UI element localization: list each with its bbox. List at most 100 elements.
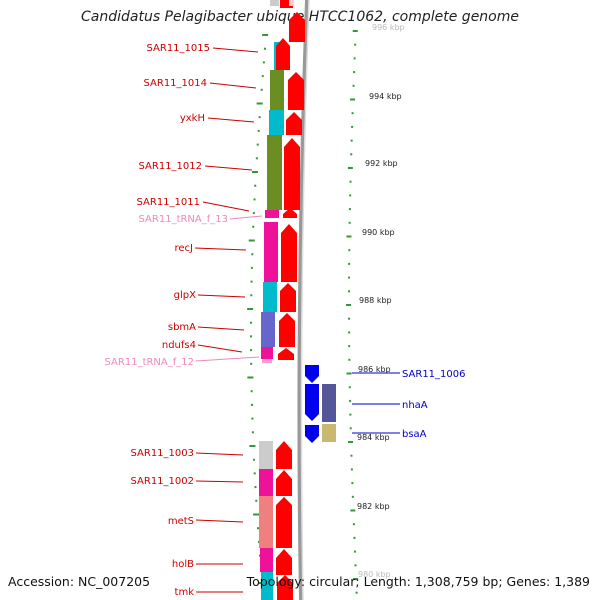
feature-block bbox=[259, 496, 273, 548]
forward-cds-track bbox=[276, 0, 305, 600]
cds-arrow bbox=[283, 208, 297, 218]
ruler-dot bbox=[353, 71, 356, 74]
ruler-dot bbox=[348, 208, 351, 211]
label-leaders-trna bbox=[195, 215, 263, 362]
ruler-dot bbox=[350, 98, 356, 101]
tick-label: 996 kbp bbox=[372, 23, 405, 32]
ruler-dot bbox=[253, 198, 256, 201]
ruler-dot bbox=[251, 417, 254, 420]
ruler-dot bbox=[348, 386, 351, 389]
ruler-dot bbox=[346, 304, 352, 306]
gene-label: yxkH bbox=[180, 113, 205, 124]
cds-arrow bbox=[305, 384, 319, 421]
ruler bbox=[247, 30, 359, 598]
ruler-dot bbox=[351, 112, 354, 115]
ruler-dot bbox=[350, 454, 353, 457]
ruler-dot bbox=[252, 171, 259, 173]
gene-label: SAR11_1014 bbox=[144, 78, 208, 89]
backbone-rail bbox=[297, 0, 309, 600]
ruler-dot bbox=[348, 441, 354, 443]
ruler-dot bbox=[349, 180, 352, 183]
ruler-dot bbox=[248, 239, 255, 242]
ruler-dot bbox=[250, 403, 253, 406]
ruler-dot bbox=[250, 266, 253, 269]
ruler-dot bbox=[346, 235, 352, 238]
tick-label: 986 kbp bbox=[358, 365, 391, 374]
ruler-dot bbox=[351, 482, 354, 485]
feature-block bbox=[262, 359, 272, 363]
ruler-dot bbox=[251, 253, 254, 256]
ruler-dot bbox=[348, 276, 351, 279]
ruler-dot bbox=[254, 486, 257, 489]
ruler-dot bbox=[352, 84, 355, 87]
cds-arrow bbox=[280, 283, 296, 312]
cds-arrow bbox=[276, 497, 292, 548]
feature-block bbox=[259, 469, 273, 496]
ruler-dot bbox=[348, 317, 351, 320]
feature-block bbox=[322, 424, 336, 442]
gene-label: SAR11_1015 bbox=[147, 43, 211, 54]
ruler-dot bbox=[350, 139, 353, 142]
ruler-dot bbox=[352, 523, 355, 526]
ruler-dot bbox=[354, 564, 357, 567]
ruler-dot bbox=[349, 194, 352, 197]
cds-arrow bbox=[278, 348, 294, 360]
gene-label: SAR11_1012 bbox=[139, 161, 203, 172]
gene-label: SAR11_1011 bbox=[137, 197, 201, 208]
feature-block bbox=[265, 210, 279, 218]
tick-label: 990 kbp bbox=[362, 228, 395, 237]
ruler-dot bbox=[257, 540, 260, 543]
ruler-dot bbox=[349, 399, 352, 402]
gene-label: bsaA bbox=[402, 429, 427, 440]
tick-label: 984 kbp bbox=[357, 433, 390, 442]
gene-label: SAR11_1002 bbox=[131, 476, 195, 487]
gene-label: tmk bbox=[175, 587, 195, 598]
ruler-dot bbox=[260, 88, 263, 91]
cds-arrow bbox=[276, 470, 292, 496]
ruler-dot bbox=[348, 358, 351, 361]
genome-summary-label: Topology: circular; Length: 1,308,759 bp… bbox=[246, 574, 590, 589]
ruler-dot bbox=[262, 34, 269, 36]
ruler-dot bbox=[250, 335, 253, 338]
ruler-dot bbox=[257, 527, 260, 530]
ruler-dot bbox=[250, 390, 253, 393]
ruler-dot bbox=[353, 57, 356, 60]
ruler-dot bbox=[255, 157, 258, 160]
tick-label: 994 kbp bbox=[369, 92, 402, 101]
ruler-dot bbox=[348, 221, 351, 224]
cds-arrow bbox=[276, 441, 292, 469]
gene-label: metS bbox=[168, 516, 194, 527]
cds-arrow bbox=[288, 72, 304, 110]
cds-arrow bbox=[276, 38, 290, 70]
ruler-dot bbox=[262, 61, 265, 64]
gene-label: glpX bbox=[174, 290, 196, 301]
ruler-dot bbox=[250, 280, 253, 283]
ruler-dot bbox=[256, 143, 259, 146]
feature-block bbox=[270, 0, 279, 6]
tick-label: 982 kbp bbox=[357, 502, 390, 511]
gene-label: ndufs4 bbox=[162, 340, 196, 351]
cds-arrow bbox=[305, 365, 319, 383]
feature-block bbox=[259, 441, 273, 469]
gene-label: recJ bbox=[175, 243, 194, 254]
feature-block bbox=[270, 70, 284, 110]
ruler-dot bbox=[349, 413, 352, 416]
cds-arrow bbox=[284, 138, 300, 210]
ruler-dot bbox=[250, 294, 253, 297]
ruler-tick-labels: 996 kbp 994 kbp 992 kbp 990 kbp 988 kbp … bbox=[357, 23, 405, 579]
tick-label: 980 kbp bbox=[358, 570, 391, 579]
accession-label: Accession: NC_007205 bbox=[8, 574, 151, 589]
ruler-dot bbox=[348, 249, 351, 252]
ruler-dot bbox=[350, 153, 353, 156]
ruler-dot bbox=[253, 458, 256, 461]
cds-arrow bbox=[281, 224, 297, 282]
ruler-dot bbox=[353, 550, 356, 553]
ruler-dot bbox=[254, 184, 257, 187]
ruler-dot bbox=[354, 43, 357, 46]
ruler-dot bbox=[355, 591, 358, 594]
cds-arrow bbox=[279, 313, 295, 347]
ruler-dot bbox=[247, 308, 254, 310]
feature-block bbox=[261, 572, 273, 600]
feature-block bbox=[322, 384, 336, 422]
ruler-dot bbox=[350, 509, 356, 512]
